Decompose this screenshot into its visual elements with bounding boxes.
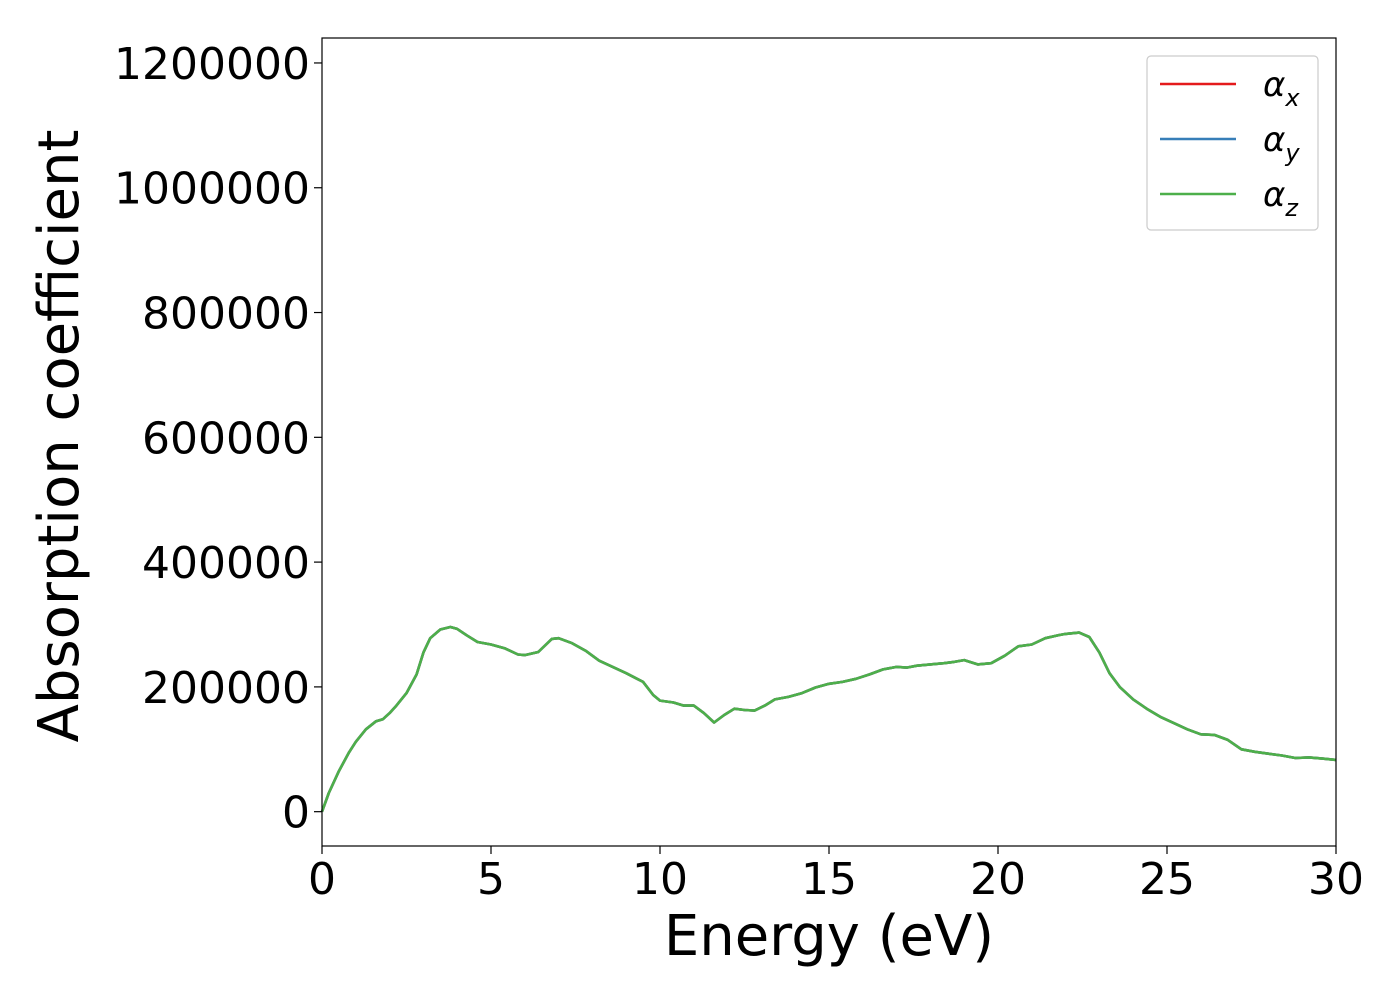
y-tick-label: 800000 [142,289,310,340]
legend: αx αy αz [1146,55,1319,231]
series-line-z [320,625,1337,813]
x-tick-label: 25 [1139,854,1195,905]
series-line-y [320,625,1337,813]
y-tick-label: 200000 [142,663,310,714]
y-tick-label: 400000 [142,538,310,589]
y-tick-label: 600000 [142,413,310,464]
y-tick-label: 0 [282,788,310,839]
series-line-x [320,625,1337,813]
x-axis-title: Energy (eV) [664,904,994,969]
x-tick-label: 30 [1308,854,1364,905]
legend-box [1146,55,1319,231]
x-tick-label: 15 [801,854,857,905]
series-layer [320,625,1337,813]
legend-label-y: αy [1263,120,1300,167]
x-tick-label: 5 [477,854,505,905]
x-tick-label: 10 [632,854,688,905]
y-tick-label: 1200000 [114,39,310,90]
y-tick-label: 1000000 [114,164,310,215]
x-tick-label: 0 [308,854,336,905]
y-axis: 0 200000 400000 600000 800000 1000000 1200000 [114,39,322,839]
x-tick-label: 20 [970,854,1026,905]
legend-label-x: αx [1263,65,1300,112]
legend-label-z: αz [1263,175,1299,222]
y-axis-title: Absorption coefficient [27,130,92,743]
x-axis: 0 5 10 15 20 25 30 [308,846,1364,905]
